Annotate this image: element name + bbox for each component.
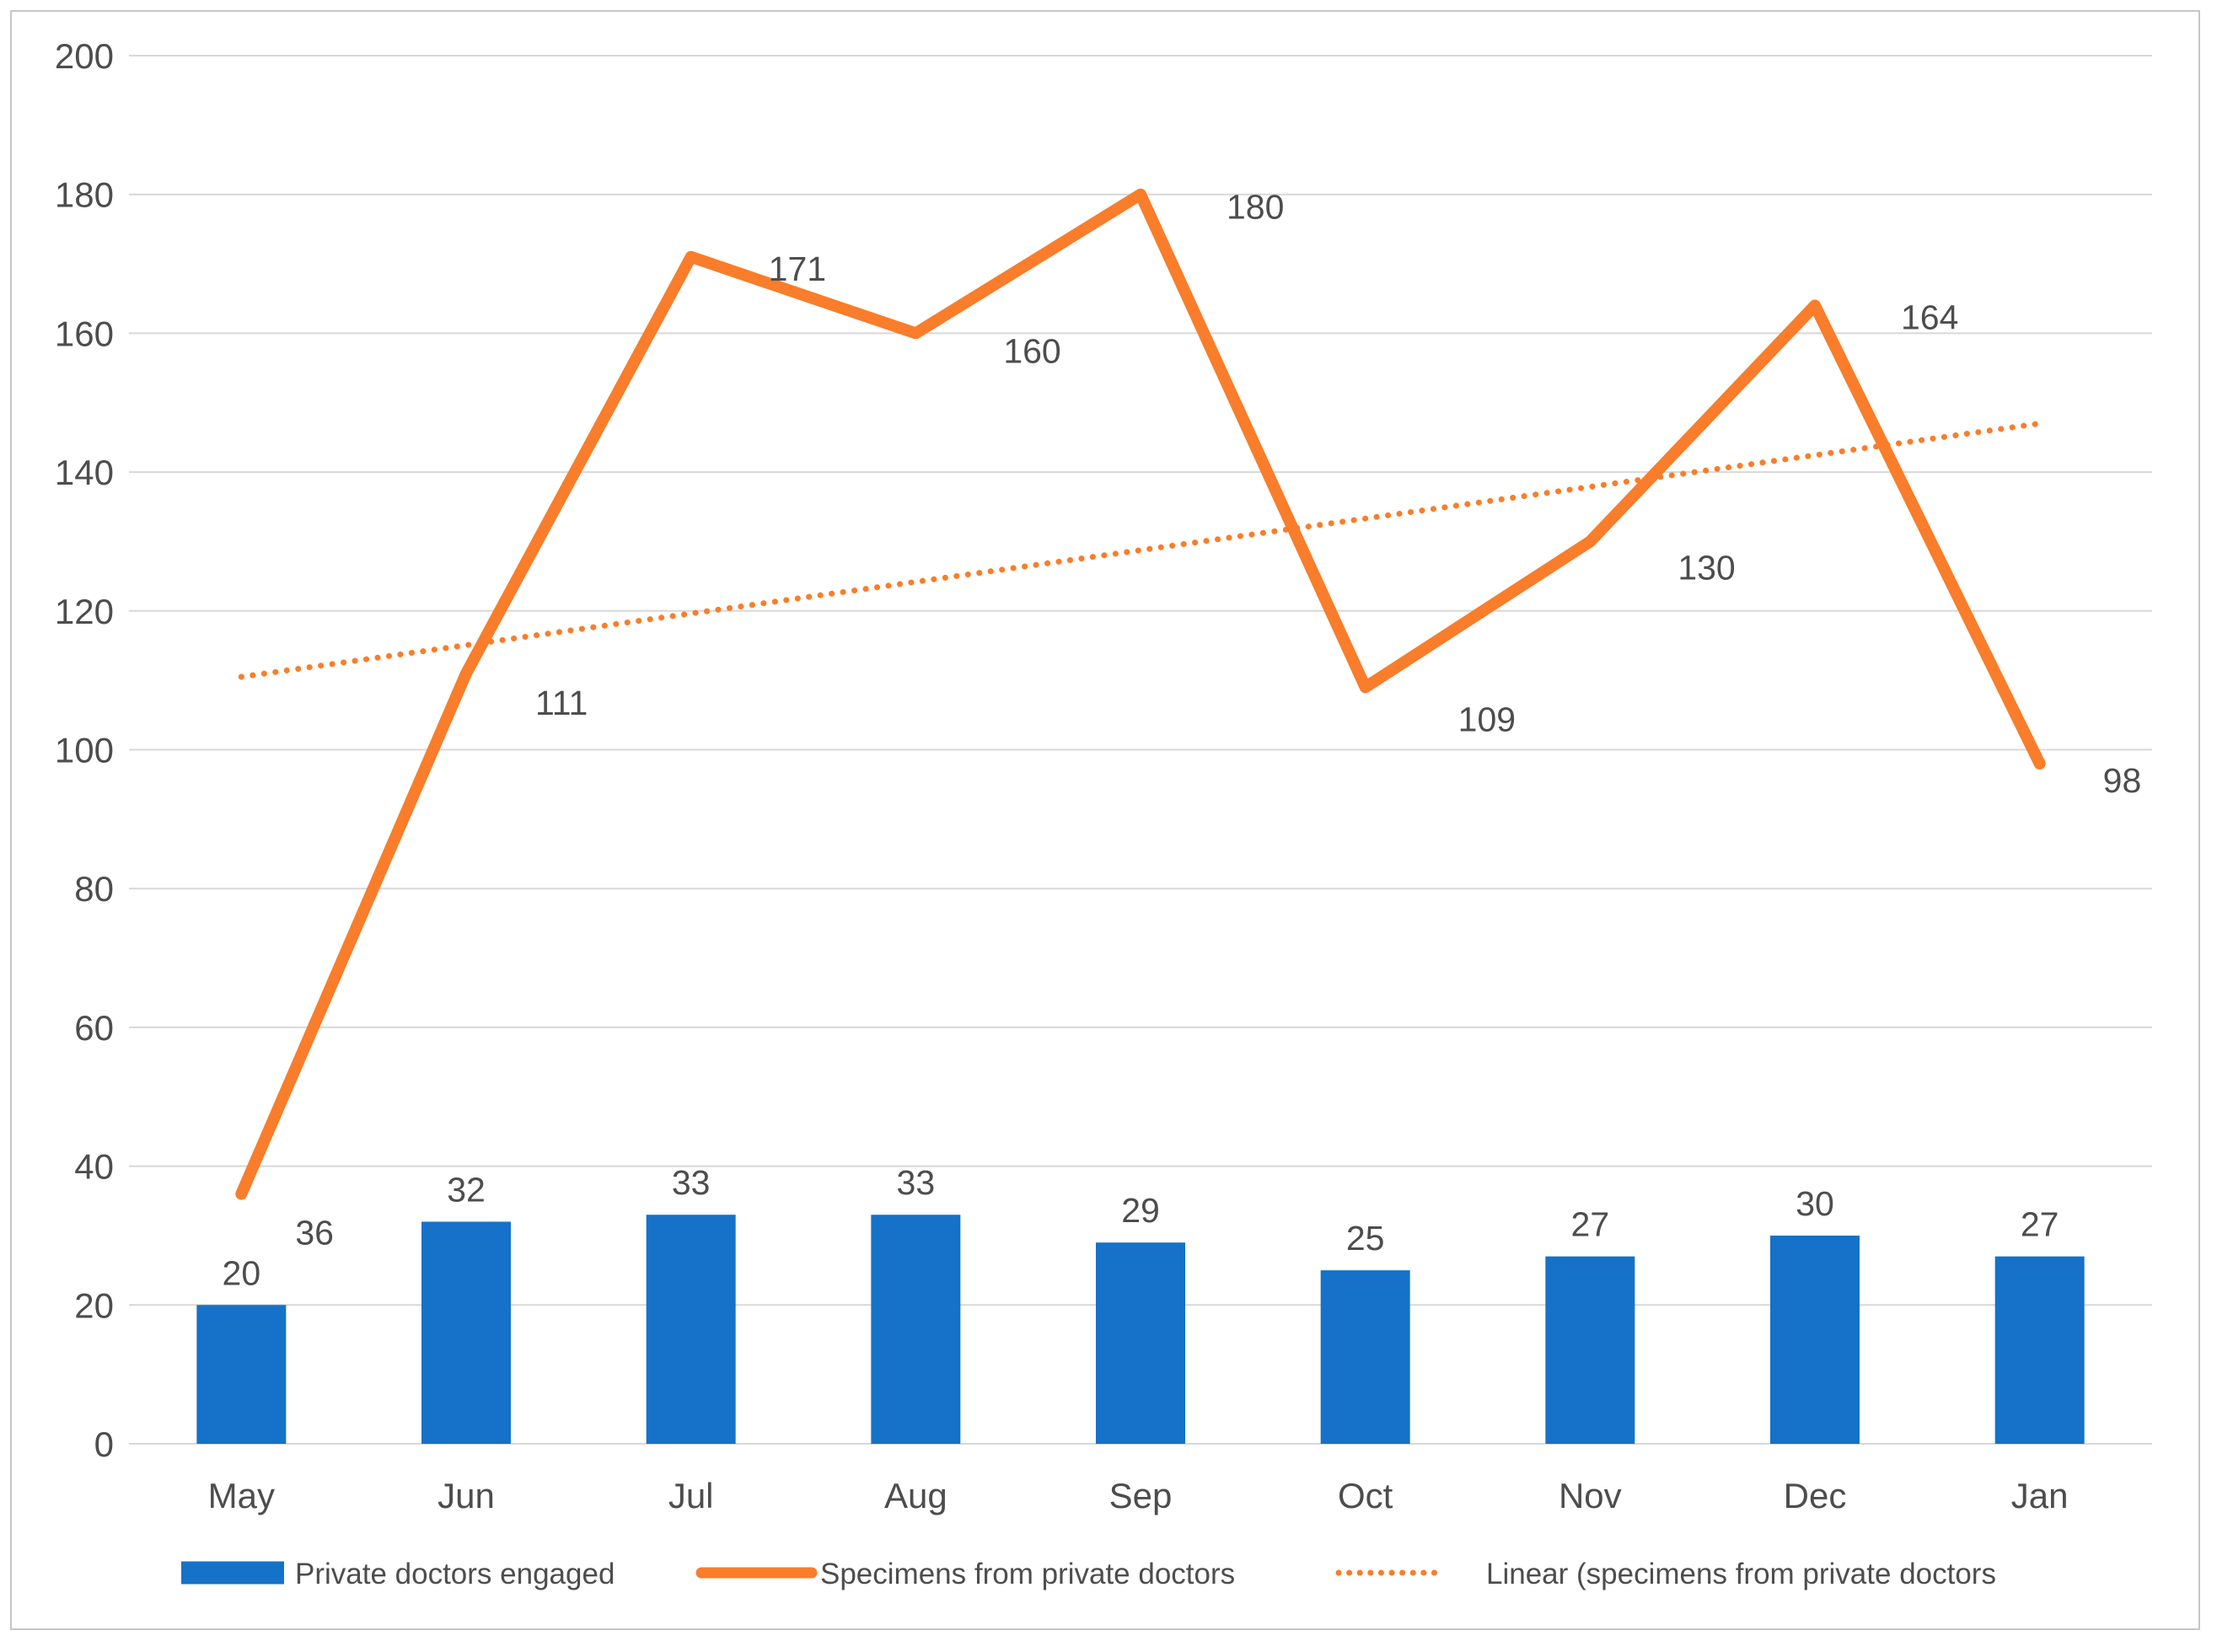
- bar-value-label: 27: [1571, 1205, 1610, 1244]
- y-axis-tick-label: 100: [55, 731, 114, 770]
- bar-value-label: 25: [1346, 1219, 1385, 1258]
- x-axis-label-dec: Dec: [1784, 1476, 1847, 1515]
- line-value-label: 160: [1003, 331, 1060, 370]
- y-axis-tick-label: 20: [74, 1285, 114, 1325]
- bar-aug: [871, 1215, 961, 1444]
- line-value-label: 180: [1227, 188, 1284, 227]
- trendline-dotted: [238, 420, 2043, 680]
- legend-swatch-bar: [181, 1561, 284, 1585]
- line-value-label: 98: [2103, 761, 2142, 800]
- x-axis-label-oct: Oct: [1338, 1476, 1393, 1515]
- bar-jun: [421, 1221, 511, 1444]
- bar-jul: [646, 1215, 736, 1444]
- line-value-label: 171: [769, 249, 826, 288]
- y-axis-tick-label: 40: [74, 1147, 114, 1187]
- y-axis-tick-label: 180: [55, 175, 114, 215]
- y-axis-tick-label: 60: [74, 1008, 114, 1048]
- specimens-line: [235, 188, 2046, 1200]
- line-value-label: 36: [295, 1214, 334, 1252]
- legend-label-linear: Linear (specimens from private doctors: [1486, 1558, 1996, 1590]
- bar-value-label: 27: [2021, 1205, 2059, 1244]
- bar-oct: [1320, 1270, 1410, 1444]
- bar-jan: [1994, 1256, 2085, 1444]
- y-axis-tick-label: 160: [55, 314, 114, 353]
- line-value-label: 109: [1458, 700, 1516, 738]
- bar-value-label: 33: [672, 1163, 711, 1202]
- x-axis-label-jul: Jul: [668, 1476, 714, 1515]
- x-axis-label-jun: Jun: [437, 1476, 495, 1515]
- line-value-label: 130: [1678, 548, 1735, 587]
- x-axis-label-aug: Aug: [884, 1476, 947, 1515]
- bar-value-label: 20: [223, 1253, 261, 1292]
- line-value-label: 111: [535, 684, 588, 722]
- line-value-label: 164: [1901, 298, 1958, 336]
- bar-nov: [1545, 1256, 1635, 1444]
- y-axis-tick-label: 200: [55, 36, 114, 76]
- x-axis-label-sep: Sep: [1109, 1476, 1173, 1515]
- bar-dec: [1770, 1235, 1860, 1444]
- legend-label-private-doctors-engaged: Private doctors engaged: [295, 1558, 615, 1590]
- y-axis-tick-label: 80: [74, 869, 114, 909]
- bar-may: [196, 1305, 287, 1444]
- y-axis-tick-label: 140: [55, 453, 114, 492]
- y-axis-tick-label: 0: [94, 1424, 114, 1464]
- bar-value-label: 32: [447, 1170, 486, 1209]
- legend-label-specimens: Specimens from private doctors: [820, 1558, 1235, 1590]
- x-axis-label-nov: Nov: [1559, 1476, 1622, 1515]
- bar-value-label: 30: [1796, 1184, 1834, 1223]
- bar-sep: [1096, 1242, 1185, 1444]
- y-axis-tick-label: 120: [55, 592, 114, 631]
- bar-value-label: 29: [1121, 1191, 1160, 1230]
- bar-value-label: 33: [897, 1163, 936, 1202]
- x-axis-label-may: May: [208, 1476, 275, 1515]
- x-axis-label-jan: Jan: [2011, 1476, 2069, 1515]
